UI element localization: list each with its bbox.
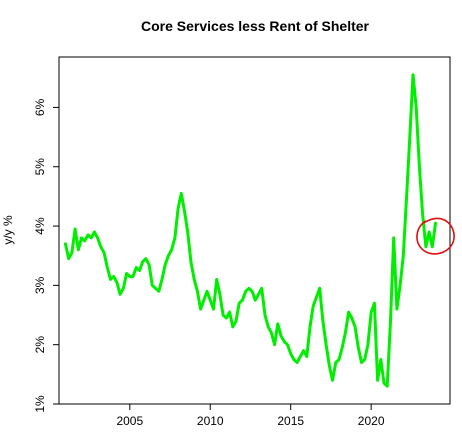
- series-layer: [63, 73, 437, 388]
- x-tick-label: 2020: [358, 414, 385, 428]
- x-axis: 2005 2010 2015 2020: [116, 404, 385, 428]
- y-tick-label: 3%: [33, 276, 47, 294]
- series-line: [63, 73, 437, 388]
- x-tick-label: 2005: [116, 414, 143, 428]
- y-axis: 1% 2% 3% 4% 5% 6%: [33, 98, 59, 413]
- y-tick-label: 6%: [33, 98, 47, 116]
- y-tick-label: 5%: [33, 158, 47, 176]
- plot-frame: [58, 56, 451, 405]
- highlight-circle: [416, 217, 455, 255]
- y-tick-label: 1%: [33, 395, 47, 413]
- annotation-layer: [416, 217, 455, 255]
- y-tick-label: 4%: [33, 217, 47, 235]
- x-tick-label: 2010: [197, 414, 224, 428]
- y-axis-label: y/y %: [1, 215, 15, 245]
- x-tick-label: 2015: [277, 414, 304, 428]
- chart-title: Core Services less Rent of Shelter: [141, 18, 370, 34]
- y-tick-label: 2%: [33, 336, 47, 354]
